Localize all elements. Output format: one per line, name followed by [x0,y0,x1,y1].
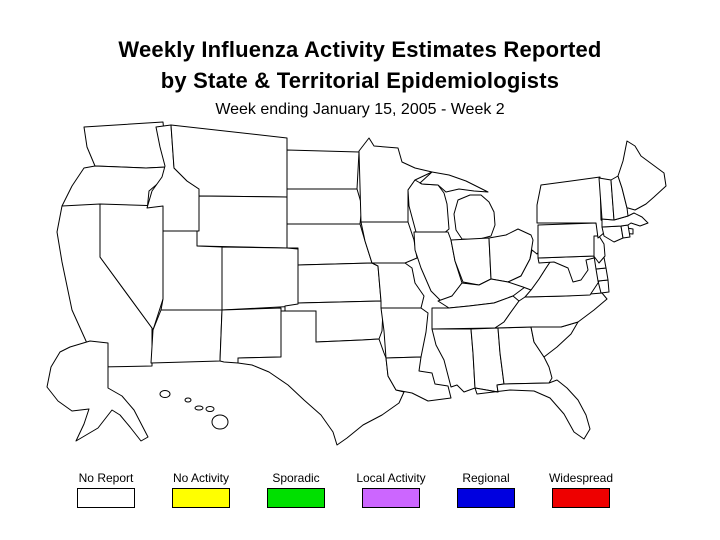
legend-swatch-no-activity [172,488,230,508]
state-kansas [297,262,382,304]
legend-item-widespread: Widespread [536,471,626,508]
state-alaska [46,340,149,442]
legend-label-local-activity: Local Activity [356,471,426,485]
state-mississippi [431,328,476,393]
legend-item-no-activity: No Activity [156,471,246,508]
legend-swatch-local-activity [362,488,420,508]
page-subtitle: Week ending January 15, 2005 - Week 2 [215,101,505,118]
map-header: Weekly Influenza Activity Estimates Repo… [0,34,720,120]
legend-label-no-activity: No Activity [172,471,229,485]
state-colorado [221,246,299,311]
state-arkansas [380,307,429,359]
state-new-mexico [219,307,282,364]
state-north-dakota [286,149,360,190]
state-hawaii [159,390,229,430]
legend-item-regional: Regional [441,471,531,508]
legend-swatch-sporadic [267,488,325,508]
state-missouri [371,262,425,309]
legend-label-sporadic: Sporadic [272,471,320,485]
state-connecticut [601,225,624,243]
state-washington [83,121,168,169]
legend-swatch-no-report [77,488,135,508]
state-texas [237,310,405,446]
state-south-dakota [286,188,363,225]
legend-swatch-widespread [552,488,610,508]
legend-item-sporadic: Sporadic [251,471,341,508]
state-maine [617,140,667,211]
state-montana [170,124,288,198]
state-pennsylvania [537,222,600,259]
state-rhode-island [620,224,631,239]
state-louisiana [385,356,452,402]
legend-label-regional: Regional [462,471,510,485]
page-title-line2: by State & Territorial Epidemiologists [160,68,560,93]
state-florida [474,379,591,440]
legend-label-no-report: No Report [78,471,134,485]
page-title-line1: Weekly Influenza Activity Estimates Repo… [118,37,602,62]
state-wyoming [196,195,288,249]
legend-swatch-regional [457,488,515,508]
state-arizona [150,309,223,364]
legend-label-widespread: Widespread [548,471,614,485]
state-nebraska [286,223,373,266]
legend-item-no-report: No Report [61,471,151,508]
state-michigan [419,171,496,241]
activity-legend: No Report No Activity Sporadic Local Act… [0,471,720,519]
state-iowa [360,221,418,264]
legend-item-local-activity: Local Activity [346,471,436,508]
